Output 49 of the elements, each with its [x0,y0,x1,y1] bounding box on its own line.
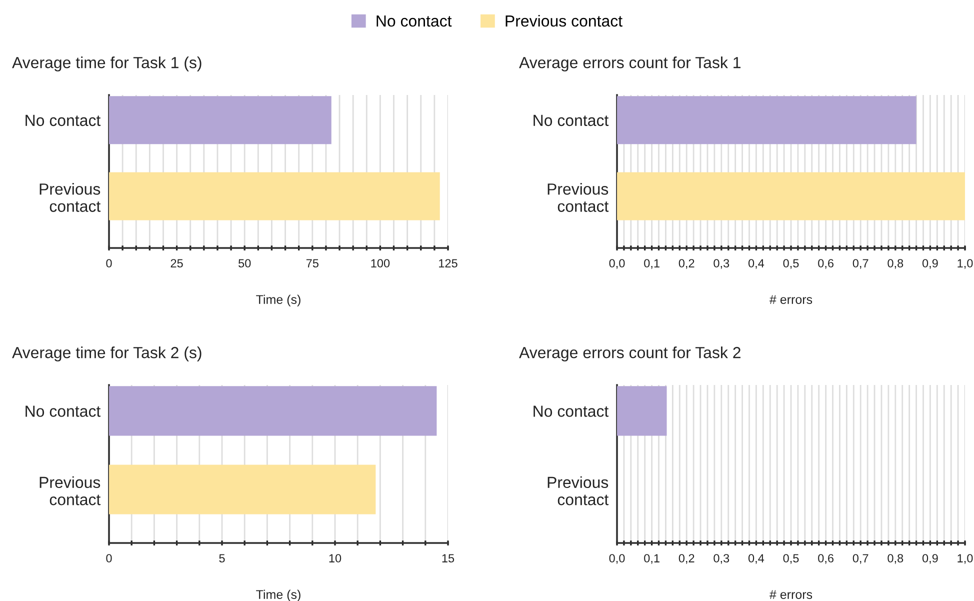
x-tick-label: 50 [238,259,251,268]
x-tick-label: 0 [106,554,112,562]
x-tick-label: 0 [106,259,112,268]
x-tick-label: 1,0 [958,554,973,564]
x-tick-label: 10 [329,554,342,562]
x-tick-label: 0,6 [818,554,834,564]
x-tick-label: 0,3 [714,259,730,269]
x-tick-label: 5 [219,554,225,562]
chart-title: Average errors count for Task 1 [519,56,740,72]
chart-title: Average time for Task 2 (s) [12,346,202,362]
x-tick-label: 0,4 [748,554,764,564]
x-tick-label: 0,1 [644,554,660,564]
x-tick-label: 0,5 [783,259,799,269]
x-tick-label: 0,2 [678,259,694,269]
y-tick-label: No contact [26,114,101,126]
x-tick-label: 25 [170,259,183,268]
legend-label: No contact [376,16,452,27]
x-tick-label: 0,8 [888,554,904,564]
x-tick-label: 0,0 [609,259,625,269]
x-tick-label: 0,0 [609,554,625,564]
x-tick-label: 0,7 [852,554,868,564]
y-tick-label: No contact [534,114,609,126]
x-tick-label: 0,4 [748,259,764,269]
y-tick-label: Previous contact [40,476,101,506]
x-axis-title: # errors [770,295,812,304]
chart-title: Average time for Task 1 (s) [12,56,202,72]
x-tick-label: 0,5 [783,554,799,564]
chart-title: Average errors count for Task 2 [519,346,740,362]
x-tick-label: 0,1 [644,259,660,269]
x-tick-label: 1,0 [958,259,973,269]
y-tick-label: No contact [534,406,609,417]
x-axis-title: # errors [770,590,812,599]
x-tick-label: 0,2 [678,554,694,564]
x-tick-label: 0,9 [922,554,938,564]
x-tick-label: 0,7 [852,259,868,269]
x-axis-title: Time (s) [256,590,300,601]
x-tick-label: 0,8 [888,259,904,269]
y-tick-label: Previous contact [548,476,609,506]
x-tick-label: 15 [442,554,454,562]
x-axis-title: Time (s) [256,294,300,306]
x-tick-label: 0,9 [922,259,938,269]
y-tick-label: Previous contact [548,183,609,212]
x-tick-label: 75 [306,259,318,268]
x-tick-label: 125 [439,259,458,268]
x-tick-label: 100 [371,259,390,268]
x-tick-label: 0,6 [818,259,834,269]
y-tick-label: No contact [26,406,101,417]
y-tick-label: Previous contact [40,183,101,212]
x-tick-label: 0,3 [714,554,730,564]
